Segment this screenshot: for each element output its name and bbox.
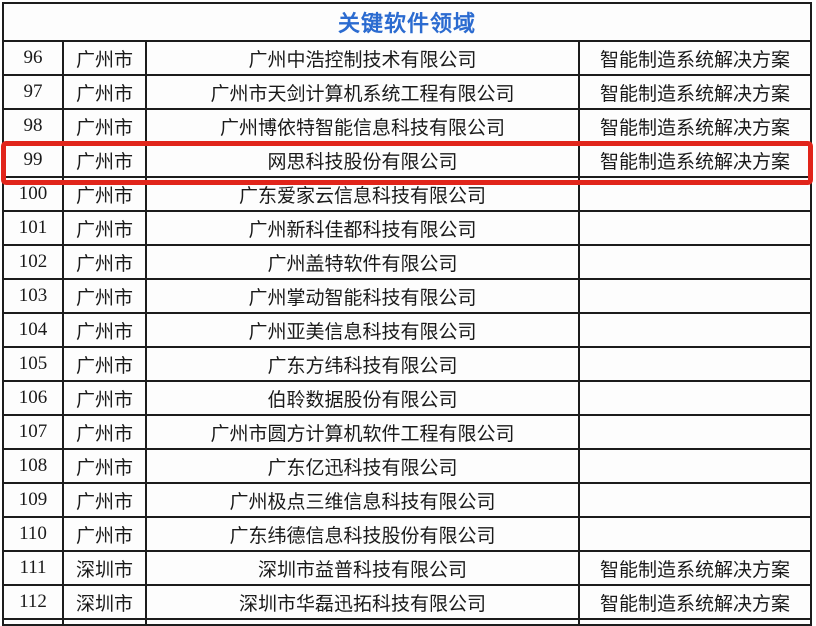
cell-company-name: 网思科技股份有限公司 (147, 144, 580, 176)
cell-city: 广州市 (64, 110, 147, 142)
cell-solution-category (580, 280, 810, 312)
cell-city: 广州市 (64, 42, 147, 74)
cell-company-name: 广州市天剑计算机系统工程有限公司 (147, 76, 580, 108)
cell-company-name: 广东亿迅科技有限公司 (147, 450, 580, 482)
cell-city: 广州市 (64, 144, 147, 176)
cell-row-number: 102 (4, 246, 64, 278)
cell-city: 广州市 (64, 178, 147, 210)
cell-city: 广州市 (64, 382, 147, 414)
cell-city: 广州市 (64, 212, 147, 244)
cell-row-number: 98 (4, 110, 64, 142)
table-row: 103 广州市 广州掌动智能科技有限公司 (4, 280, 810, 314)
cell-city: 广州市 (64, 280, 147, 312)
cell-solution-category (580, 348, 810, 380)
cell-solution-category: 智能制造系统解决方案 (599, 117, 790, 139)
cell-company-name: 广州亚美信息科技有限公司 (147, 314, 580, 346)
table-row: 105 广州市 广东方纬科技有限公司 (4, 348, 810, 382)
cell-company-name: 广州掌动智能科技有限公司 (147, 280, 580, 312)
cell-company-name: 广东方纬科技有限公司 (147, 348, 580, 380)
cell-row-number: 103 (4, 280, 64, 312)
cell-city: 深圳市 (64, 552, 147, 584)
cell-city: 广州市 (64, 314, 147, 346)
cell-row-number (4, 620, 64, 624)
cell-solution-category: 智能制造系统解决方案 (599, 593, 790, 615)
table-row: 108 广州市 广东亿迅科技有限公司 (4, 450, 810, 484)
cell-company-name: 深圳市益普科技有限公司 (147, 552, 580, 584)
cell-row-number: 108 (4, 450, 64, 482)
cell-row-number: 100 (4, 178, 64, 210)
cell-city: 广州市 (64, 450, 147, 482)
cell-city: 广州市 (64, 518, 147, 550)
table-title-row: 关键软件领域 (4, 4, 810, 42)
cell-row-number: 106 (4, 382, 64, 414)
cell-row-number: 105 (4, 348, 64, 380)
cell-city: 广州市 (64, 416, 147, 448)
table-row: 101 广州市 广州新科佳都科技有限公司 (4, 212, 810, 246)
cell-row-number: 111 (4, 552, 64, 584)
table-row: 104 广州市 广州亚美信息科技有限公司 (4, 314, 810, 348)
cell-company-name: 广州盖特软件有限公司 (147, 246, 580, 278)
cell-city: 广州市 (64, 246, 147, 278)
cell-row-number: 97 (4, 76, 64, 108)
cell-solution-category (580, 246, 810, 278)
cell-company-name: 广东爱家云信息科技有限公司 (147, 178, 580, 210)
table-row: 102 广州市 广州盖特软件有限公司 (4, 246, 810, 280)
table-row: 97 广州市 广州市天剑计算机系统工程有限公司 智能制造系统解决方案 (4, 76, 810, 110)
cell-solution-category (580, 484, 810, 516)
cell-solution-category: 智能制造系统解决方案 (599, 559, 790, 581)
cell-row-number: 99 (4, 144, 64, 176)
cell-row-number: 96 (4, 42, 64, 74)
table-row: 99 广州市 网思科技股份有限公司 智能制造系统解决方案 (4, 144, 810, 178)
table-row: 112 深圳市 深圳市华磊迅拓科技有限公司 智能制造系统解决方案 (4, 586, 810, 620)
cell-row-number: 107 (4, 416, 64, 448)
cell-company-name: 广州中浩控制技术有限公司 (147, 42, 580, 74)
cell-solution-category (580, 450, 810, 482)
cell-company-name (147, 620, 580, 624)
table-row: 106 广州市 伯聆数据股份有限公司 (4, 382, 810, 416)
cell-solution-category (580, 620, 810, 624)
cell-company-name: 广东纬德信息科技股份有限公司 (147, 518, 580, 550)
cell-city: 广州市 (64, 76, 147, 108)
table-title: 关键软件领域 (337, 11, 476, 36)
cell-row-number: 101 (4, 212, 64, 244)
cell-solution-category (580, 382, 810, 414)
cell-solution-category (580, 416, 810, 448)
cell-city (64, 620, 147, 624)
cell-company-name: 深圳市华磊迅拓科技有限公司 (147, 586, 580, 618)
cell-city: 广州市 (64, 484, 147, 516)
table-row: 98 广州市 广州博依特智能信息科技有限公司 智能制造系统解决方案 (4, 110, 810, 144)
cell-company-name: 广州极点三维信息科技有限公司 (147, 484, 580, 516)
cell-row-number: 109 (4, 484, 64, 516)
table-row (4, 620, 810, 624)
cell-company-name: 广州博依特智能信息科技有限公司 (147, 110, 580, 142)
cell-company-name: 广州市圆方计算机软件工程有限公司 (147, 416, 580, 448)
cell-solution-category: 智能制造系统解决方案 (599, 83, 790, 105)
cell-row-number: 112 (4, 586, 64, 618)
cell-solution-category: 智能制造系统解决方案 (599, 151, 790, 173)
cell-company-name: 广州新科佳都科技有限公司 (147, 212, 580, 244)
cell-city: 深圳市 (64, 586, 147, 618)
table-row: 96 广州市 广州中浩控制技术有限公司 智能制造系统解决方案 (4, 42, 810, 76)
cell-city: 广州市 (64, 348, 147, 380)
cell-solution-category (580, 212, 810, 244)
table-row: 110 广州市 广东纬德信息科技股份有限公司 (4, 518, 810, 552)
cell-row-number: 110 (4, 518, 64, 550)
table-body: 96 广州市 广州中浩控制技术有限公司 智能制造系统解决方案 97 广州市 广州… (4, 42, 810, 624)
cell-solution-category (580, 518, 810, 550)
table-row: 100 广州市 广东爱家云信息科技有限公司 (4, 178, 810, 212)
table-row: 109 广州市 广州极点三维信息科技有限公司 (4, 484, 810, 518)
cell-row-number: 104 (4, 314, 64, 346)
cell-solution-category: 智能制造系统解决方案 (599, 49, 790, 71)
table-row: 111 深圳市 深圳市益普科技有限公司 智能制造系统解决方案 (4, 552, 810, 586)
cell-solution-category (580, 314, 810, 346)
cell-solution-category (580, 178, 810, 210)
table-row: 107 广州市 广州市圆方计算机软件工程有限公司 (4, 416, 810, 450)
cell-company-name: 伯聆数据股份有限公司 (147, 382, 580, 414)
